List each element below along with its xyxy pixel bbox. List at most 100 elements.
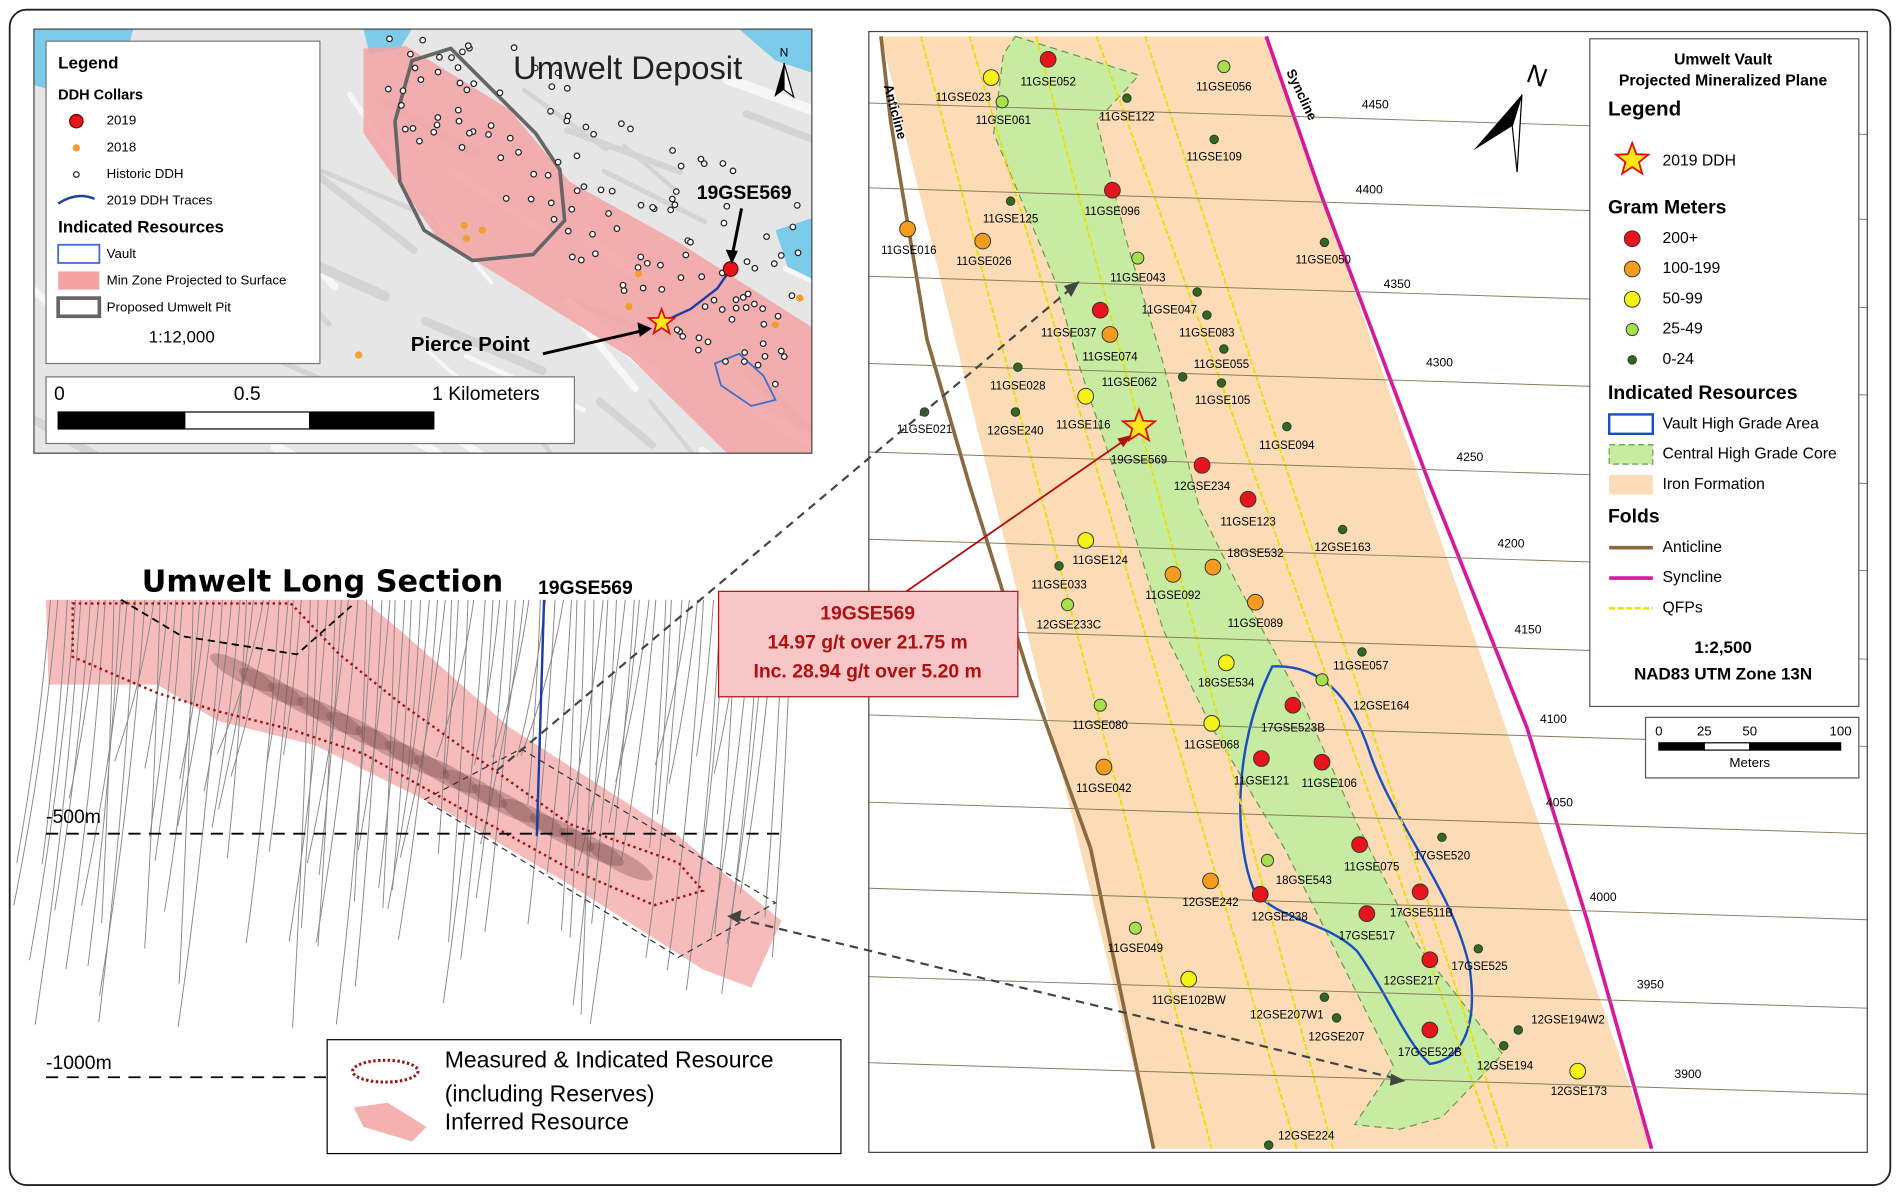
historic-collar xyxy=(704,338,712,346)
elevation-line xyxy=(868,887,1868,921)
label: 2019 DDH Traces xyxy=(107,193,213,208)
scalebar xyxy=(308,411,434,429)
vault-legend xyxy=(1589,38,1860,708)
drill-collar xyxy=(1091,301,1109,319)
label: Proposed Umwelt Pit xyxy=(107,299,232,314)
relief xyxy=(648,399,695,454)
hole-label: 11GSE122 xyxy=(1099,112,1154,124)
label: 200+ xyxy=(1663,230,1698,247)
drill-trace xyxy=(460,599,494,960)
historic-collar xyxy=(456,79,464,87)
drill-collar xyxy=(1263,1140,1274,1150)
relief xyxy=(313,171,418,254)
drill-trace xyxy=(288,599,328,942)
historic-collar xyxy=(573,152,581,160)
legend-symbol xyxy=(1623,260,1641,278)
drill-trace xyxy=(615,599,650,782)
deposit-frame xyxy=(33,28,813,454)
drill-collar xyxy=(1039,51,1057,68)
grade-shell xyxy=(355,726,421,765)
hole-label: 11GSE094 xyxy=(1259,440,1315,452)
relief xyxy=(421,316,547,376)
drill-trace xyxy=(397,599,439,940)
scalebar-label: 0.5 xyxy=(234,383,261,405)
historic-collar xyxy=(485,131,492,138)
hole-label: 11GSE102BW xyxy=(1152,995,1226,1007)
drill-collar xyxy=(1569,1062,1587,1080)
label: Indicated Resources xyxy=(1608,382,1798,404)
label: Anticline xyxy=(1663,539,1723,556)
drill-trace xyxy=(268,599,294,852)
section-window xyxy=(422,748,777,958)
hole-label: 19GSE569 xyxy=(538,577,633,599)
label: Iron Formation xyxy=(1663,476,1765,493)
historic-collar xyxy=(497,154,505,162)
elevation-line xyxy=(868,801,1868,835)
collar-2018 xyxy=(478,226,486,234)
hole-label: 11GSE062 xyxy=(1102,377,1157,389)
elevation-line xyxy=(868,1062,1868,1095)
historic-collar xyxy=(496,89,504,97)
label: Indicated Resources xyxy=(58,217,224,236)
drill-trace xyxy=(144,599,161,949)
grade-shell xyxy=(268,682,333,721)
drill-collar xyxy=(982,69,1000,86)
collar-2018 xyxy=(634,270,643,278)
drill-collar xyxy=(1421,951,1439,969)
drill-trace xyxy=(34,599,82,1025)
historic-collar xyxy=(434,114,442,121)
hole-label: 11GSE123 xyxy=(1220,516,1275,528)
drill-collar xyxy=(974,232,992,250)
elevation-label: 4400 xyxy=(1356,182,1383,196)
historic-collar xyxy=(436,53,443,61)
hole-label: 11GSE043 xyxy=(1110,273,1165,285)
drill-collar xyxy=(1203,715,1221,732)
historic-collar xyxy=(502,195,510,202)
drill-collar xyxy=(1060,598,1075,612)
historic-collar xyxy=(454,64,462,71)
legend-symbol xyxy=(1608,444,1654,465)
hole-label: 11GSE089 xyxy=(1228,618,1283,630)
historic-collar xyxy=(720,219,728,227)
drill-trace xyxy=(317,599,336,947)
drill-trace xyxy=(226,599,247,859)
historic-collar xyxy=(470,80,478,88)
drill-trace xyxy=(666,599,705,971)
historic-collar xyxy=(743,258,751,266)
historic-collar xyxy=(577,256,585,264)
hole-label: 19GSE569 xyxy=(1111,455,1167,467)
hole-label: 11GSE037 xyxy=(1041,327,1096,339)
hole-label: 17GSE522B xyxy=(1398,1047,1462,1059)
hole-trace xyxy=(535,599,546,837)
map-title: Umwelt Deposit xyxy=(513,49,742,86)
drill-trace xyxy=(98,599,136,1023)
hole-label: 11GSE105 xyxy=(1195,395,1250,407)
legend-symbol xyxy=(1613,140,1651,176)
drill-trace xyxy=(283,599,302,755)
label: 0-24 xyxy=(1663,351,1695,368)
hole-label: 12GSE224 xyxy=(1278,1131,1335,1143)
drill-trace xyxy=(392,599,412,890)
drill-trace xyxy=(357,599,391,851)
label: 25-49 xyxy=(1663,321,1704,338)
relief xyxy=(742,110,812,144)
historic-collar xyxy=(568,253,576,261)
elevation-label: 4200 xyxy=(1498,536,1525,550)
drill-trace xyxy=(621,599,657,861)
scalebar xyxy=(1749,742,1842,751)
drill-collar xyxy=(1192,287,1202,297)
drill-collar xyxy=(1473,944,1484,954)
historic-collar xyxy=(637,253,645,261)
elevation-label: 4250 xyxy=(1456,450,1483,464)
drill-trace xyxy=(306,599,349,864)
hole-label: 12GSE240 xyxy=(987,425,1043,437)
label: Meters xyxy=(1729,755,1770,770)
historic-collar xyxy=(672,188,680,195)
callout-line: 14.97 g/t over 21.75 m xyxy=(767,632,967,654)
historic-collar xyxy=(671,201,679,209)
historic-collar xyxy=(634,264,642,271)
grade-shell xyxy=(442,769,508,808)
hole-label: 17GSE517 xyxy=(1339,931,1395,943)
drill-collar xyxy=(1077,532,1095,549)
